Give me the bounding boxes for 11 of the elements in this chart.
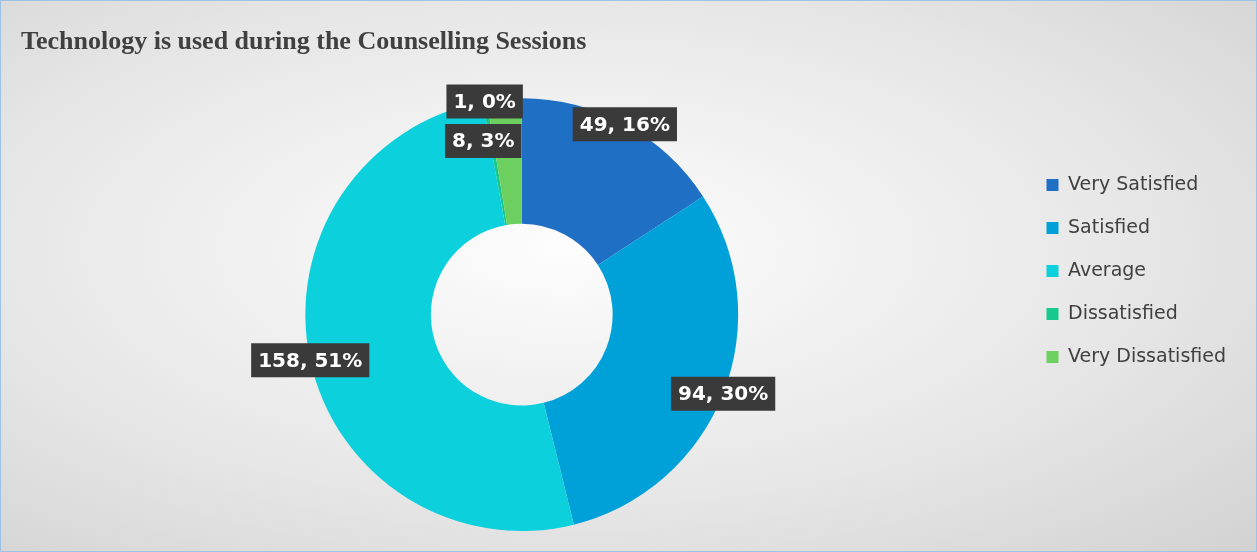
data-label: 158, 51% <box>258 347 363 372</box>
data-label: 1, 0% <box>453 88 516 113</box>
data-label: 8, 3% <box>452 128 515 153</box>
chart-title: Technology is used during the Counselling Sessions <box>21 26 587 56</box>
legend-label: Very Dissatisfied <box>1068 343 1227 366</box>
legend-label: Very Satisfied <box>1068 171 1199 194</box>
data-label: 49, 16% <box>579 111 670 136</box>
legend-label: Dissatisfied <box>1068 300 1178 323</box>
data-label: 94, 30% <box>677 381 769 406</box>
legend-label: Satisfied <box>1068 214 1151 237</box>
legend-label: Average <box>1068 257 1147 280</box>
